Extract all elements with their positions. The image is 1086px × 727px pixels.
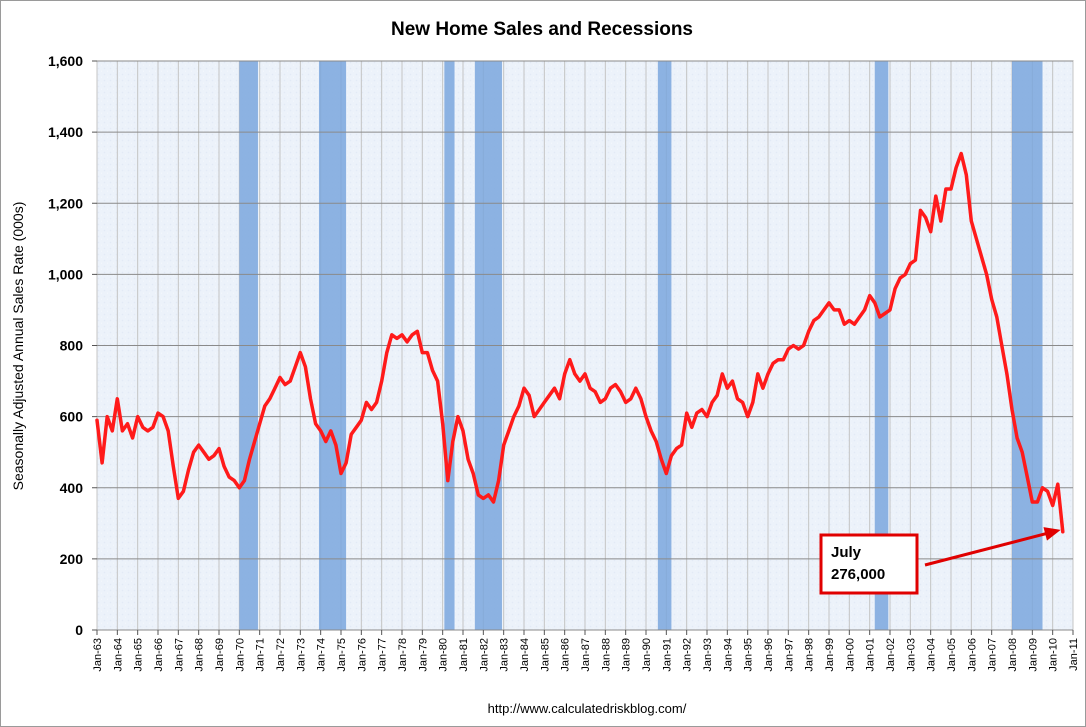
x-tick-label: Jan-72 — [275, 638, 287, 672]
x-tick-label: Jan-65 — [133, 638, 145, 672]
x-tick-label: Jan-97 — [783, 638, 795, 672]
x-tick-label: Jan-06 — [966, 638, 978, 672]
y-tick-label: 600 — [60, 409, 84, 425]
x-tick-label: Jan-90 — [641, 638, 653, 672]
x-tick-label: Jan-92 — [682, 638, 694, 672]
x-tick-label: Jan-94 — [722, 638, 734, 672]
x-tick-label: Jan-73 — [295, 638, 307, 672]
x-tick-label: Jan-71 — [255, 638, 267, 672]
x-tick-label: Jan-89 — [621, 638, 633, 672]
annotation-arrow — [924, 529, 1058, 567]
y-tick-label: 1,600 — [48, 53, 83, 69]
annotation-text: July — [831, 544, 862, 561]
x-tick-label: Jan-11 — [1068, 638, 1080, 671]
x-tick-label: Jan-86 — [560, 638, 572, 672]
x-tick-label: Jan-81 — [458, 638, 470, 672]
y-tick-label: 1,200 — [48, 195, 83, 211]
x-tick-label: Jan-75 — [336, 638, 348, 672]
x-tick-label: Jan-67 — [173, 638, 185, 672]
y-tick-label: 0 — [75, 622, 83, 638]
x-tick-label: Jan-82 — [478, 638, 490, 672]
x-tick-label: Jan-84 — [519, 638, 531, 672]
x-tick-label: Jan-66 — [153, 638, 165, 672]
annotation-july: July 276,000 — [819, 527, 1061, 595]
x-tick-label: Jan-96 — [763, 638, 775, 672]
x-tick-label: Jan-01 — [865, 638, 877, 672]
x-tick-label: Jan-08 — [1007, 638, 1019, 672]
x-tick-label: Jan-98 — [804, 638, 816, 672]
x-axis-tick-labels: Jan-63 Jan-64 Jan-65 Jan-66 Jan-67 Jan-68 Jan-… — [92, 630, 1080, 672]
x-tick-label: Jan-76 — [356, 638, 368, 672]
y-axis-label: Seasonally Adjusted Annual Sales Rate (0… — [10, 202, 26, 491]
x-tick-label: Jan-74 — [316, 638, 328, 672]
x-tick-label: Jan-87 — [580, 638, 592, 672]
x-tick-label: Jan-05 — [946, 638, 958, 672]
annotation-arrowhead — [1043, 527, 1061, 541]
source-url: http://www.calculatedriskblog.com/ — [488, 701, 687, 716]
x-tick-label: Jan-00 — [844, 638, 856, 672]
chart-title: New Home Sales and Recessions — [391, 19, 693, 40]
x-tick-label: Jan-77 — [377, 638, 389, 672]
y-axis-tick-labels: 0 200 400 600 800 1,000 1,200 1,400 1,600 — [48, 53, 83, 638]
x-tick-label: Jan-78 — [397, 638, 409, 672]
x-tick-label: Jan-99 — [824, 638, 836, 672]
x-tick-label: Jan-64 — [112, 638, 124, 672]
x-tick-label: Jan-83 — [499, 638, 511, 672]
y-tick-label: 1,400 — [48, 124, 83, 140]
x-tick-label: Jan-79 — [417, 638, 429, 672]
annotation-box — [819, 533, 919, 595]
x-tick-label: Jan-93 — [702, 638, 714, 672]
x-tick-label: Jan-68 — [194, 638, 206, 672]
x-tick-label: Jan-07 — [987, 638, 999, 672]
x-tick-label: Jan-63 — [92, 638, 104, 672]
annotation-text: 276,000 — [831, 566, 885, 583]
y-tick-label: 800 — [60, 338, 84, 354]
x-tick-label: Jan-04 — [926, 638, 938, 672]
series-lines — [95, 151, 1065, 534]
x-tick-label: Jan-88 — [600, 638, 612, 672]
y-tick-label: 1,000 — [48, 266, 83, 282]
y-tick-label: 200 — [60, 551, 84, 567]
series-line — [95, 151, 1065, 534]
x-tick-label: Jan-85 — [539, 638, 551, 672]
x-tick-label: Jan-03 — [905, 638, 917, 672]
x-tick-label: Jan-02 — [885, 638, 897, 672]
x-tick-label: Jan-09 — [1027, 638, 1039, 672]
x-tick-label: Jan-95 — [743, 638, 755, 672]
x-tick-label: Jan-91 — [661, 638, 673, 672]
x-tick-label: Jan-10 — [1048, 638, 1060, 672]
x-tick-label: Jan-70 — [234, 638, 246, 672]
y-tick-label: 400 — [60, 480, 84, 496]
x-tick-label: Jan-80 — [438, 638, 450, 672]
x-tick-label: Jan-69 — [214, 638, 226, 672]
